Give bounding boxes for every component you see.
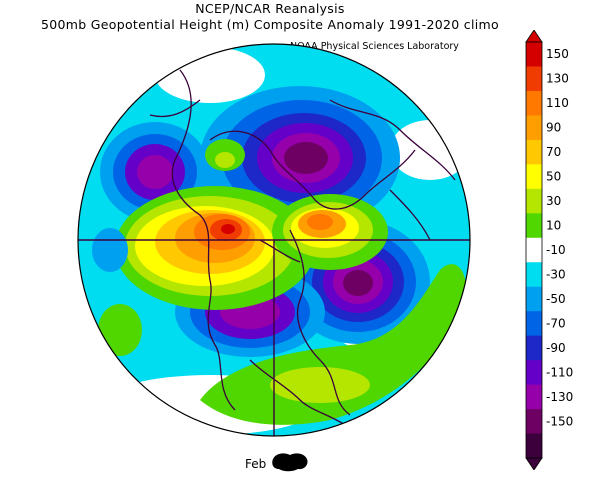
colorbar-swatch	[526, 311, 542, 337]
colorbar-tick-label: -90	[546, 341, 566, 355]
colorbar-swatch	[526, 262, 542, 288]
colorbar-swatch	[526, 335, 542, 361]
colorbar-labels: 150 130 110 90 70 50 30 10 -10 -30 -50 -70 -90 -110 -1…	[546, 47, 573, 428]
colorbar-tick-label: 150	[546, 47, 569, 61]
colorbar-tick-label: 70	[546, 145, 561, 159]
colorbar-swatch	[526, 286, 542, 312]
colorbar-swatch	[526, 360, 542, 386]
colorbar-tick-label: 130	[546, 72, 569, 86]
colorbar: 150 130 110 90 70 50 30 10 -10 -30 -50 -70 -90 -110 -1…	[525, 30, 573, 470]
colorbar-tick-label: -150	[546, 414, 573, 428]
anomaly-field	[78, 44, 470, 436]
redaction-blot	[272, 453, 308, 472]
colorbar-tick-label: 90	[546, 121, 561, 135]
credit-label: NOAA Physical Sciences Laboratory	[290, 41, 459, 52]
colorbar-frame	[525, 41, 543, 459]
reference-lines	[78, 239, 470, 436]
colorbar-tick-label: -30	[546, 267, 566, 281]
colorbar-swatch	[526, 237, 542, 263]
high-alaska	[115, 186, 315, 310]
colorbar-tick-label: -70	[546, 316, 566, 330]
colorbar-swatch	[526, 115, 542, 141]
colorbar-tick-label: 50	[546, 170, 561, 184]
colorbar-tick-label: -110	[546, 365, 573, 379]
colorbar-tick-label: 30	[546, 194, 561, 208]
high-southeast	[200, 264, 466, 425]
chart-title: NCEP/NCAR Reanalysis	[195, 1, 345, 16]
colorbar-swatch	[526, 42, 542, 67]
colorbar-swatch	[526, 139, 542, 165]
colorbar-tick-label: -130	[546, 390, 573, 404]
colorbar-swatch	[526, 213, 542, 239]
colorbar-swatches	[525, 30, 543, 470]
colorbar-cap-bottom	[525, 457, 543, 470]
chart-subtitle: 500mb Geopotential Height (m) Composite …	[41, 17, 499, 32]
colorbar-swatch	[526, 409, 542, 435]
colorbar-swatch	[526, 66, 542, 92]
colorbar-cap-top	[525, 30, 543, 43]
colorbar-swatch	[526, 384, 542, 410]
colorbar-tick-label: 110	[546, 96, 569, 110]
colorbar-tick-label: -10	[546, 243, 566, 257]
colorbar-tick-label: 10	[546, 219, 561, 233]
polar-map	[77, 43, 471, 437]
colorbar-tick-label: -50	[546, 292, 566, 306]
period-label: Feb	[245, 457, 267, 471]
colorbar-swatch	[526, 164, 542, 190]
coastlines	[149, 69, 456, 426]
colorbar-swatch	[526, 188, 542, 214]
high-greenland	[272, 194, 388, 270]
map-border	[77, 43, 471, 437]
colorbar-swatch	[526, 90, 542, 116]
colorbar-swatch	[526, 433, 542, 459]
